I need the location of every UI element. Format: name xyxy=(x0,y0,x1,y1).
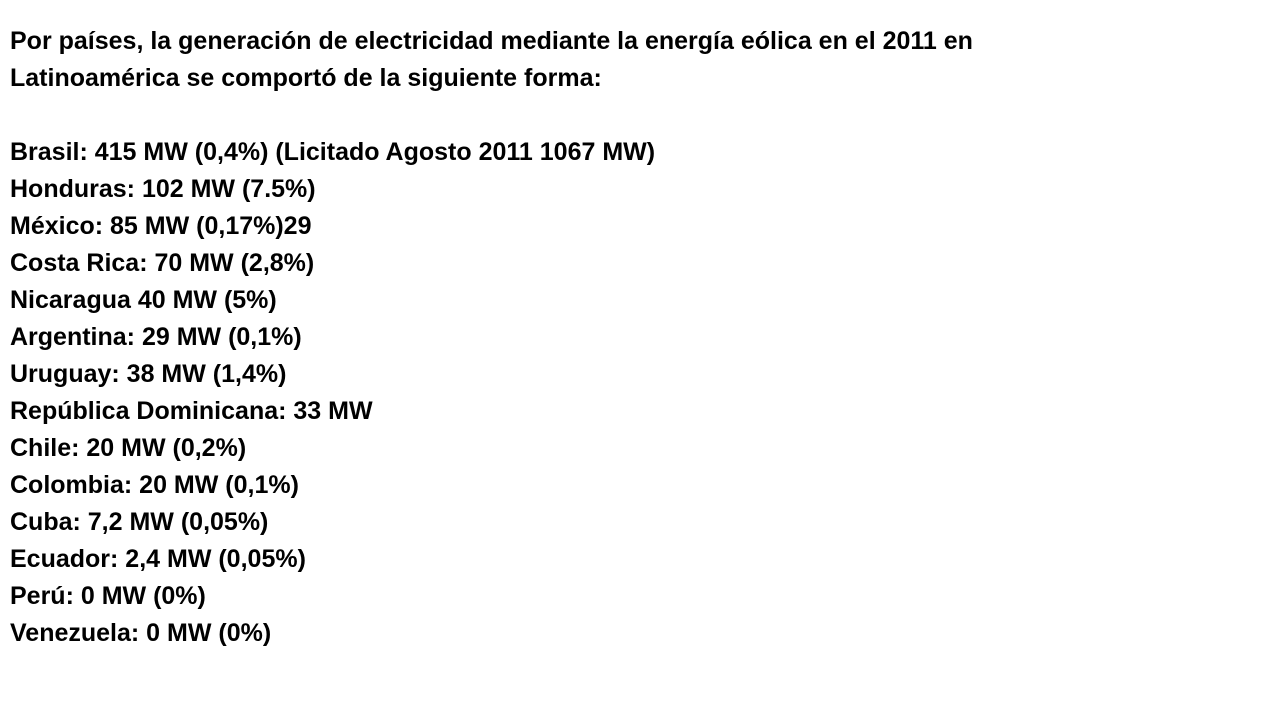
country-item: República Dominicana: 33 MW xyxy=(10,397,373,425)
country-item: Venezuela: 0 MW (0%) xyxy=(10,619,272,647)
heading: Por países, la generación de electricida… xyxy=(10,23,1280,97)
country-item: Ecuador: 2,4 MW (0,05%) xyxy=(10,545,306,573)
country-item: Nicaragua 40 MW (5%) xyxy=(10,286,277,314)
country-item: Chile: 20 MW (0,2%) xyxy=(10,434,247,462)
country-item: Honduras: 102 MW (7.5%) xyxy=(10,175,316,203)
country-item: Perú: 0 MW (0%) xyxy=(10,582,206,610)
country-item: México: 85 MW (0,17%)29 xyxy=(10,212,312,240)
country-item: Costa Rica: 70 MW (2,8%) xyxy=(10,249,315,277)
heading-line: Por países, la generación de electricida… xyxy=(10,27,973,55)
country-item: Colombia: 20 MW (0,1%) xyxy=(10,471,299,499)
country-item: Brasil: 415 MW (0,4%) (Licitado Agosto 2… xyxy=(10,138,656,166)
country-item: Cuba: 7,2 MW (0,05%) xyxy=(10,508,269,536)
country-list: Brasil: 415 MW (0,4%) (Licitado Agosto 2… xyxy=(10,134,1280,652)
country-item: Argentina: 29 MW (0,1%) xyxy=(10,323,302,351)
country-item: Uruguay: 38 MW (1,4%) xyxy=(10,360,287,388)
heading-line: Latinoamérica se comportó de la siguient… xyxy=(10,64,602,92)
